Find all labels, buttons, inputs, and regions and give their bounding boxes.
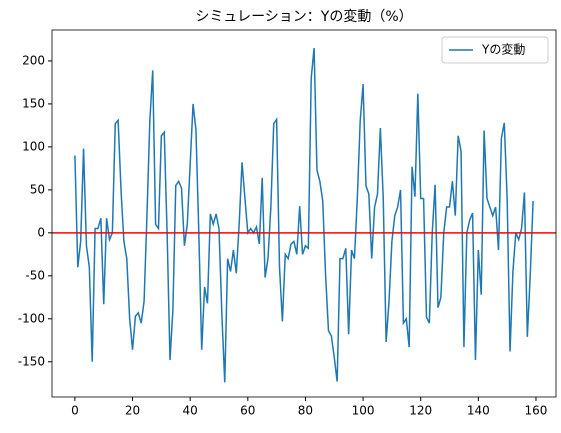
y-tick-label: 150 — [22, 96, 45, 110]
y-tick-label: 50 — [30, 182, 45, 196]
x-tick-label: 0 — [71, 404, 79, 418]
x-tick-label: 40 — [183, 404, 198, 418]
x-tick-label: 160 — [525, 404, 548, 418]
legend-label: Yの変動 — [481, 42, 525, 57]
y-tick-label: -50 — [25, 268, 45, 282]
x-tick-label: 80 — [298, 404, 313, 418]
x-tick-label: 120 — [409, 404, 432, 418]
plot-frame — [51, 29, 557, 398]
y-tick-label: 200 — [22, 53, 45, 67]
legend-box — [441, 36, 549, 64]
x-tick-label: 20 — [125, 404, 140, 418]
y-tick-label: -100 — [18, 311, 45, 325]
x-tick-label: 60 — [240, 404, 255, 418]
x-tick-label: 140 — [467, 404, 490, 418]
y-tick-label: 100 — [22, 139, 45, 153]
chart-title: シミュレーション：Yの変動（%） — [195, 8, 412, 25]
y-tick-label: -150 — [18, 354, 45, 368]
y-tick-label: 0 — [37, 225, 45, 239]
x-tick-label: 100 — [352, 404, 375, 418]
series-line — [74, 47, 534, 383]
